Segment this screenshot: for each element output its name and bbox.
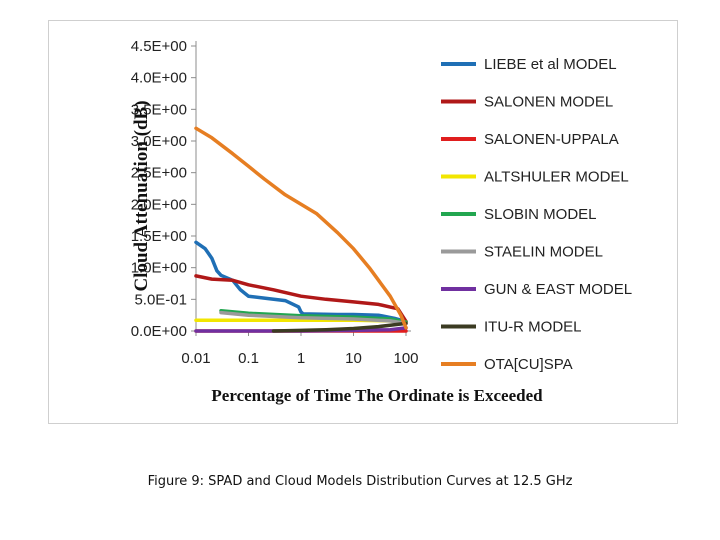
y-tick-label: 2.5E+00 bbox=[131, 165, 187, 182]
legend-label: STAELIN MODEL bbox=[484, 244, 603, 261]
x-tick-label: 10 bbox=[345, 350, 362, 367]
x-axis-title: Percentage of Time The Ordinate is Excee… bbox=[211, 386, 543, 405]
series-line-7 bbox=[194, 326, 408, 333]
x-tick-label: 0.1 bbox=[238, 350, 259, 367]
legend-label: ITU-R MODEL bbox=[484, 319, 582, 336]
y-axis: 0.0E+00 5.0E-01 1.0E+00 1.5E+00 2.0E+00 2.5E+… bbox=[131, 38, 197, 340]
y-tick-label: 4.0E+00 bbox=[131, 70, 187, 87]
y-tick-label: 0.0E+00 bbox=[131, 323, 187, 340]
chart-figure: 0.0E+00 5.0E-01 1.0E+00 1.5E+00 2.0E+00 2.5E+… bbox=[48, 20, 678, 424]
series-line-8 bbox=[271, 321, 408, 333]
legend-label: GUN & EAST MODEL bbox=[484, 281, 632, 298]
series-line-5 bbox=[219, 308, 408, 324]
legend: LIEBE et al MODEL SALONEN MODEL SALONEN-UP… bbox=[441, 56, 632, 373]
y-tick-label: 3.0E+00 bbox=[131, 133, 187, 150]
y-tick-label: 2.0E+00 bbox=[131, 196, 187, 213]
x-tick-label: 0.01 bbox=[181, 350, 210, 367]
chart-canvas: 0.0E+00 5.0E-01 1.0E+00 1.5E+00 2.0E+00 2.5E+… bbox=[131, 38, 632, 405]
x-tick-label: 100 bbox=[393, 350, 418, 367]
y-tick-label: 5.0E-01 bbox=[134, 291, 187, 308]
series-line-9 bbox=[194, 126, 408, 330]
legend-label: OTA[CU]SPA bbox=[484, 356, 573, 373]
y-tick-label: 3.5E+00 bbox=[131, 101, 187, 118]
y-tick-label: 4.5E+00 bbox=[131, 38, 187, 55]
y-axis-title: Cloud Attenuation (dB) bbox=[131, 100, 152, 291]
legend-label: SALONEN MODEL bbox=[484, 94, 613, 111]
series-line-1 bbox=[194, 240, 408, 324]
series-line-2 bbox=[194, 274, 408, 324]
figure-caption: Figure 9: SPAD and Cloud Models Distribu… bbox=[147, 474, 573, 489]
x-axis: 0.01 0.1 1 10 100 bbox=[181, 330, 419, 367]
legend-label: SALONEN-UPPALA bbox=[484, 131, 619, 148]
series-lines bbox=[194, 126, 408, 333]
x-tick-label: 1 bbox=[297, 350, 305, 367]
legend-label: LIEBE et al MODEL bbox=[484, 56, 617, 73]
legend-label: SLOBIN MODEL bbox=[484, 206, 597, 223]
series-line-6 bbox=[219, 310, 408, 326]
y-tick-label: 1.5E+00 bbox=[131, 228, 187, 245]
y-tick-label: 1.0E+00 bbox=[131, 260, 187, 277]
legend-label: ALTSHULER MODEL bbox=[484, 169, 629, 186]
